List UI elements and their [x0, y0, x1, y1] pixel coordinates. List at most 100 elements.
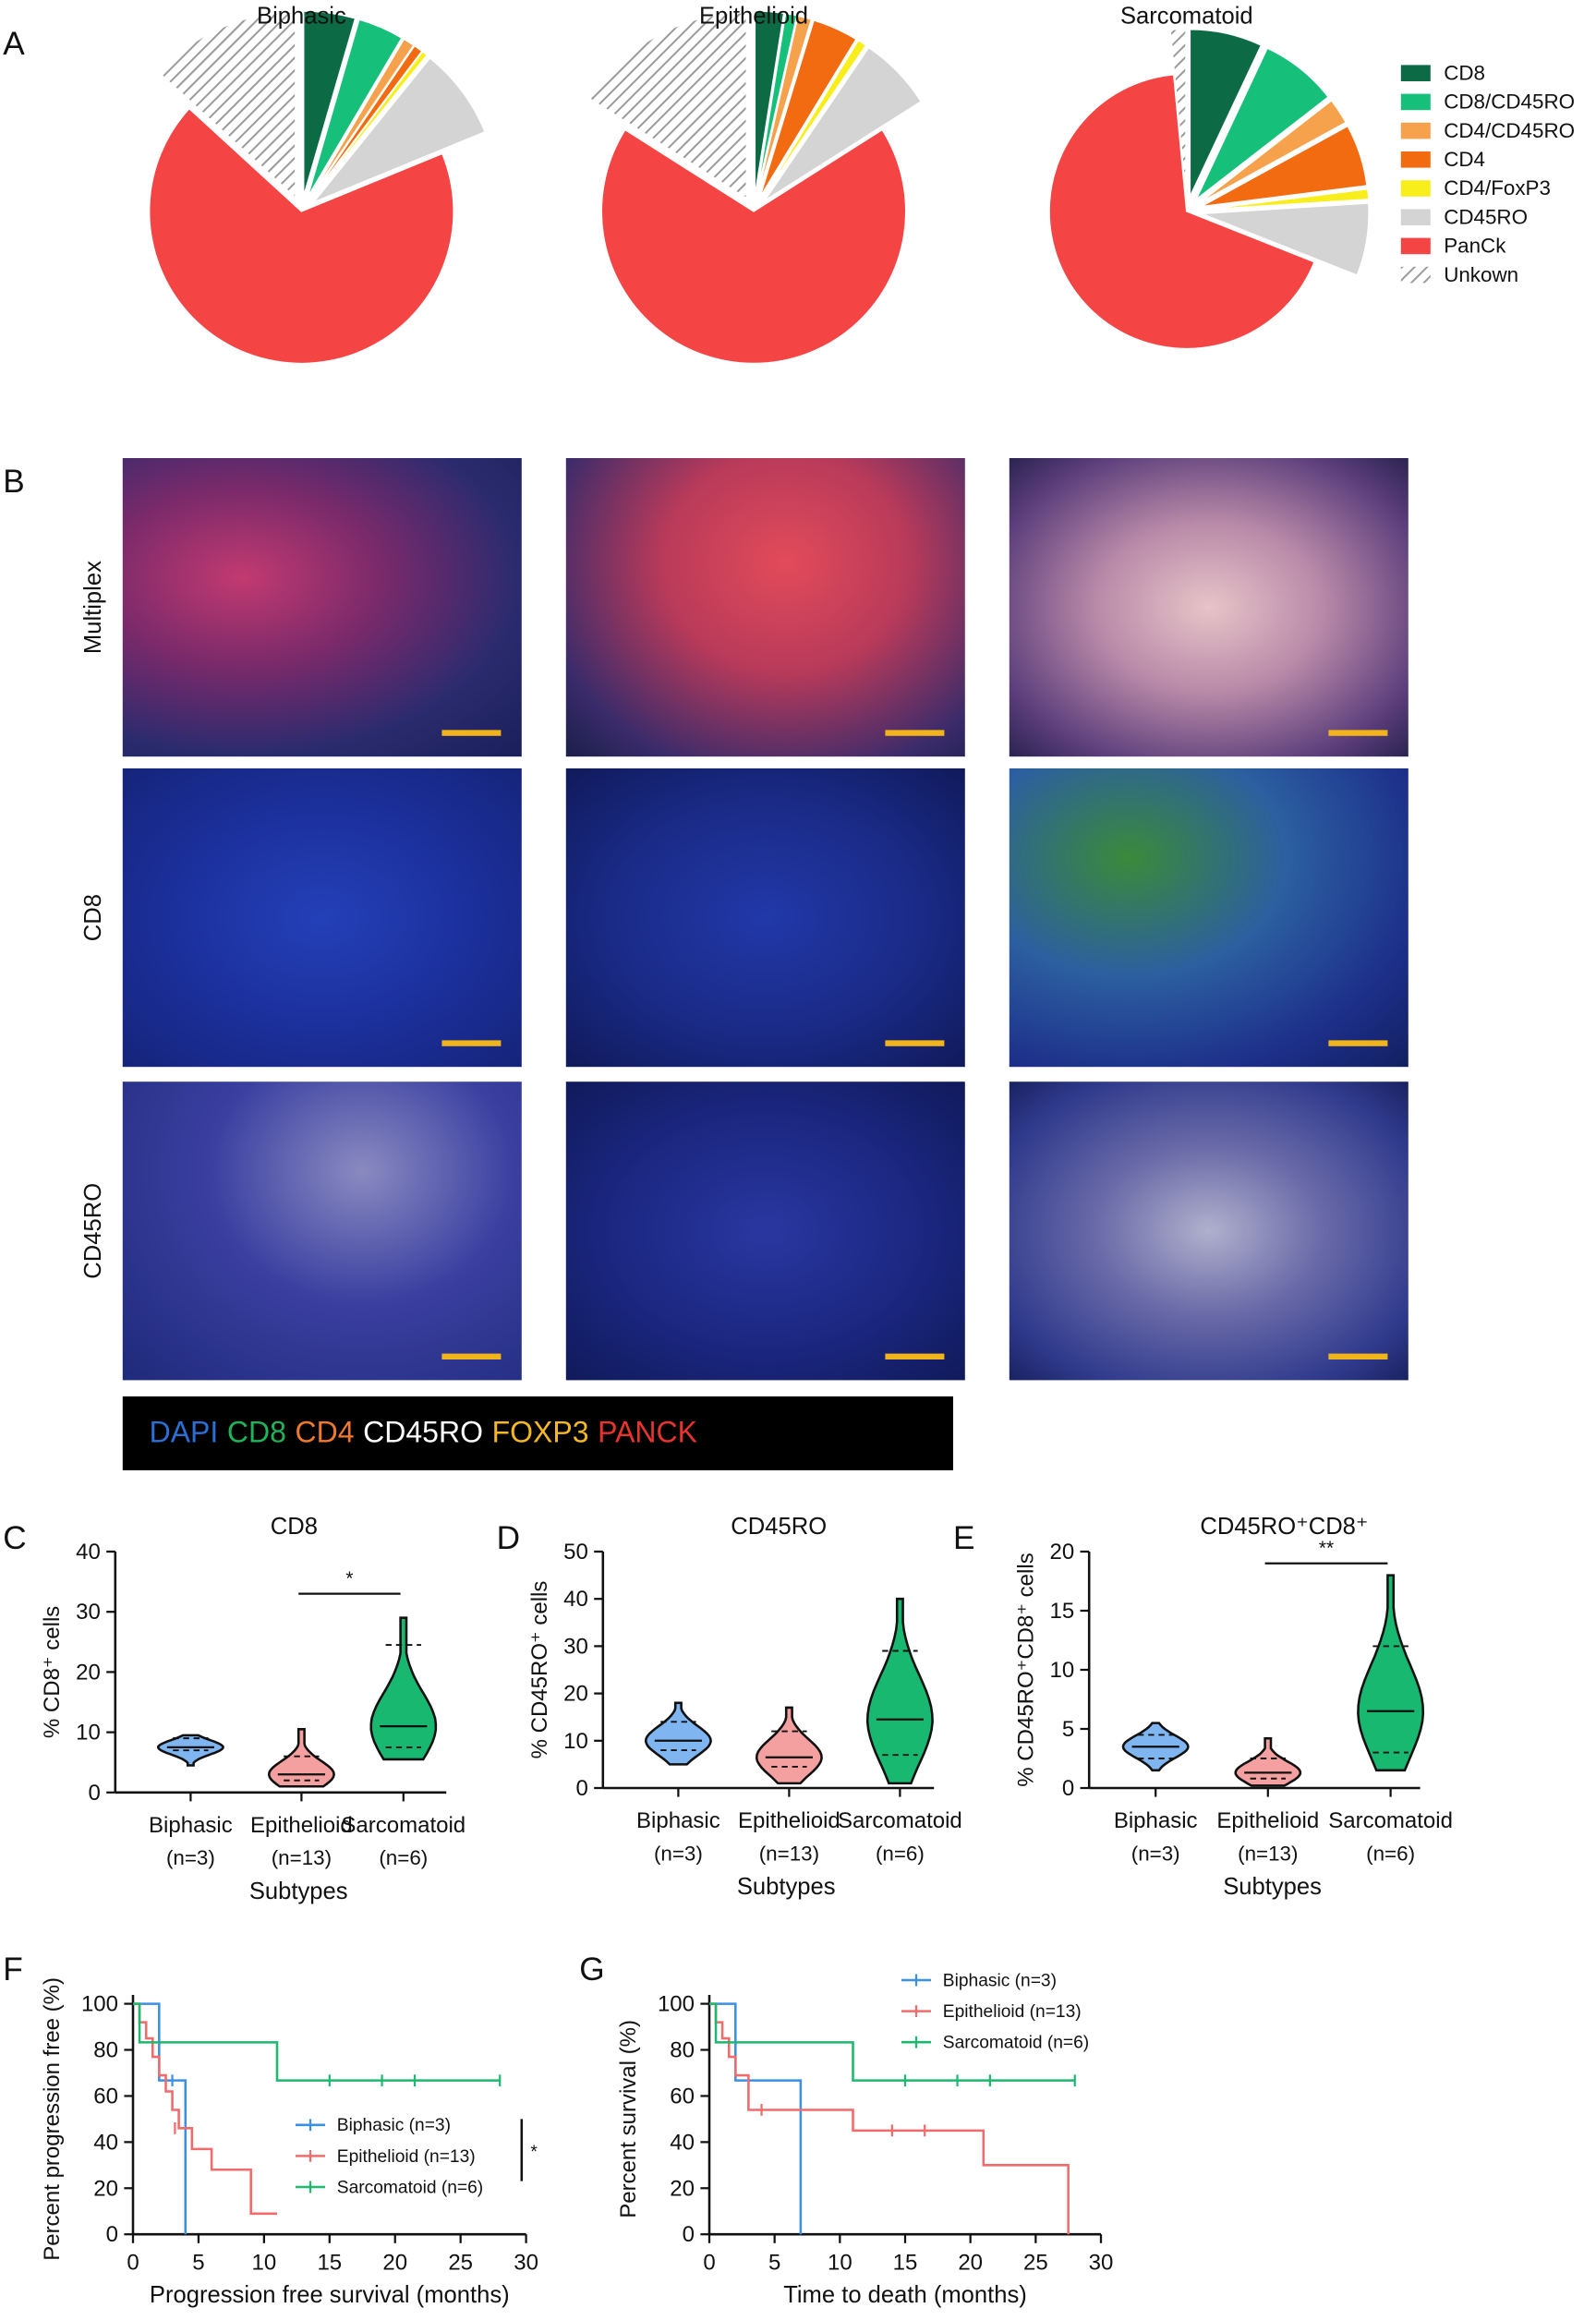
x-category-n: (n=3) [166, 1846, 215, 1869]
micrograph-cd45ro-epithelioid [565, 1081, 965, 1381]
x-category-n: (n=3) [654, 1842, 703, 1865]
x-category-label: Epithelioid [250, 1813, 353, 1838]
x-category-n: (n=13) [759, 1842, 819, 1865]
x-category-label: Epithelioid [738, 1808, 840, 1833]
x-category-n: (n=3) [1131, 1842, 1180, 1865]
y-tick-label: 20 [93, 2176, 118, 2201]
row-label-multiplex: Multiplex [80, 561, 106, 654]
violin-biphasic [644, 1701, 712, 1766]
x-axis-label: Subtypes [737, 1874, 836, 1900]
pie-slice-cd4 [758, 18, 858, 199]
stain-label-cd4: CD4 [295, 1417, 355, 1450]
scale-bar [885, 730, 945, 736]
violin-chart-e: 0 5 10 15 20 CD45RO⁺CD8⁺ % CD45RO⁺CD8⁺ cells Bi… [1013, 1514, 1453, 1900]
y-tick-label: 20 [1049, 1540, 1074, 1565]
micrograph-cd8-epithelioid [565, 768, 965, 1068]
chart-title: CD45RO [731, 1514, 827, 1540]
y-tick-label: 80 [93, 2038, 118, 2063]
panel-letter-g: G [579, 1951, 604, 1988]
pie-slice-panck [600, 128, 907, 365]
scale-bar [885, 1353, 945, 1359]
pie-slice-cd8 [754, 9, 785, 197]
x-tick-label: 10 [828, 2251, 852, 2276]
legend-swatch [1400, 122, 1431, 139]
km-legend-label: Sarcomatoid (n=6) [337, 2178, 483, 2197]
km-line-sarcomatoid [709, 2002, 1075, 2082]
x-tick-label: 30 [1089, 2251, 1114, 2276]
pie-slice-panck [148, 107, 454, 365]
pie-slice-cd8-cd45ro [1195, 46, 1330, 200]
km-line-epithelioid [133, 2002, 278, 2216]
y-axis-label: % CD45RO⁺CD8⁺ cells [1013, 1553, 1038, 1786]
pie-sarcomatoid: Sarcomatoid [1048, 4, 1370, 350]
y-tick-label: 0 [683, 2222, 695, 2247]
y-tick-label: 50 [563, 1540, 588, 1565]
panel-letter-e: E [953, 1520, 974, 1556]
violin-epithelioid [1234, 1736, 1302, 1787]
scale-bar [441, 1040, 502, 1046]
x-tick-label: 30 [514, 2251, 538, 2276]
pie-slice-cd45ro [763, 46, 923, 202]
pie-slice-cd8-cd45ro [306, 18, 404, 199]
stain-label-foxp3: FOXP3 [491, 1417, 589, 1450]
panel-letter-a: A [3, 26, 25, 62]
x-category-label: Sarcomatoid [838, 1808, 962, 1833]
x-tick-label: 0 [127, 2251, 139, 2276]
chart-title: CD8 [271, 1514, 318, 1540]
y-tick-label: 30 [563, 1634, 588, 1659]
y-tick-label: 10 [1049, 1658, 1074, 1683]
scale-bar [1328, 1040, 1388, 1046]
x-category-label: Biphasic [1114, 1808, 1198, 1833]
x-category-n: (n=6) [1366, 1842, 1415, 1865]
y-tick-label: 30 [76, 1600, 101, 1625]
y-axis-label: Percent progression free (%) [40, 1977, 65, 2261]
x-category-label: Epithelioid [1216, 1808, 1319, 1833]
x-tick-label: 15 [317, 2251, 342, 2276]
micrograph-cd45ro-biphasic [122, 1081, 522, 1381]
x-category-n: (n=6) [876, 1842, 925, 1865]
micrograph-cd8-sarcomatoid [1009, 768, 1409, 1068]
y-tick-label: 0 [575, 1776, 587, 1801]
violin-biphasic [157, 1734, 224, 1767]
legend-label: CD4 [1444, 148, 1485, 171]
pie-title: Biphasic [257, 4, 346, 30]
scale-bar [441, 730, 502, 736]
y-axis-label: % CD45RO⁺ cells [527, 1581, 552, 1759]
km-chart-g: 0 20 40 60 80 100 0 5 10 15 20 25 30 Time to death (m… [616, 1971, 1113, 2307]
pie-epithelioid: Epithelioid [588, 4, 923, 365]
pie-slice-cd4-foxp3 [309, 50, 429, 200]
y-tick-label: 5 [1062, 1717, 1074, 1742]
x-tick-label: 20 [382, 2251, 407, 2276]
y-tick-label: 10 [563, 1729, 588, 1754]
x-category-label: Biphasic [636, 1808, 720, 1833]
pie-slice-unkown [157, 11, 296, 199]
y-tick-label: 40 [563, 1587, 588, 1612]
y-tick-label: 20 [670, 2176, 695, 2201]
row-label-cd8: CD8 [80, 894, 106, 941]
violin-chart-c: 0 10 20 30 40 CD8 % CD8⁺ cells Biphasic (n=3) Epi… [40, 1514, 466, 1904]
km-line-biphasic [709, 2002, 803, 2235]
y-axis-label: Percent survival (%) [616, 2020, 641, 2218]
legend-label: CD8/CD45RO [1444, 91, 1575, 114]
y-tick-label: 60 [670, 2084, 695, 2109]
significance-label: * [530, 2143, 538, 2162]
pie-slice-cd45ro [312, 56, 487, 203]
row-label-cd45ro: CD45RO [80, 1183, 106, 1279]
pie-slice-panck [1048, 73, 1316, 350]
pie-slice-cd8 [1189, 28, 1263, 198]
scale-bar [1328, 730, 1388, 736]
km-legend-label: Epithelioid (n=13) [943, 2002, 1082, 2022]
y-tick-label: 20 [76, 1660, 101, 1685]
significance-label: * [345, 1568, 353, 1589]
stain-label-dapi: DAPI [149, 1417, 219, 1450]
km-legend-label: Epithelioid (n=13) [337, 2147, 476, 2167]
scale-bar [441, 1353, 502, 1359]
legend-swatch [1400, 209, 1431, 225]
micrograph-multiplex-epithelioid [565, 458, 965, 757]
x-tick-label: 0 [703, 2251, 715, 2276]
km-legend-label: Biphasic (n=3) [337, 2116, 451, 2135]
y-tick-label: 10 [76, 1721, 101, 1746]
km-line-sarcomatoid [133, 2002, 501, 2082]
